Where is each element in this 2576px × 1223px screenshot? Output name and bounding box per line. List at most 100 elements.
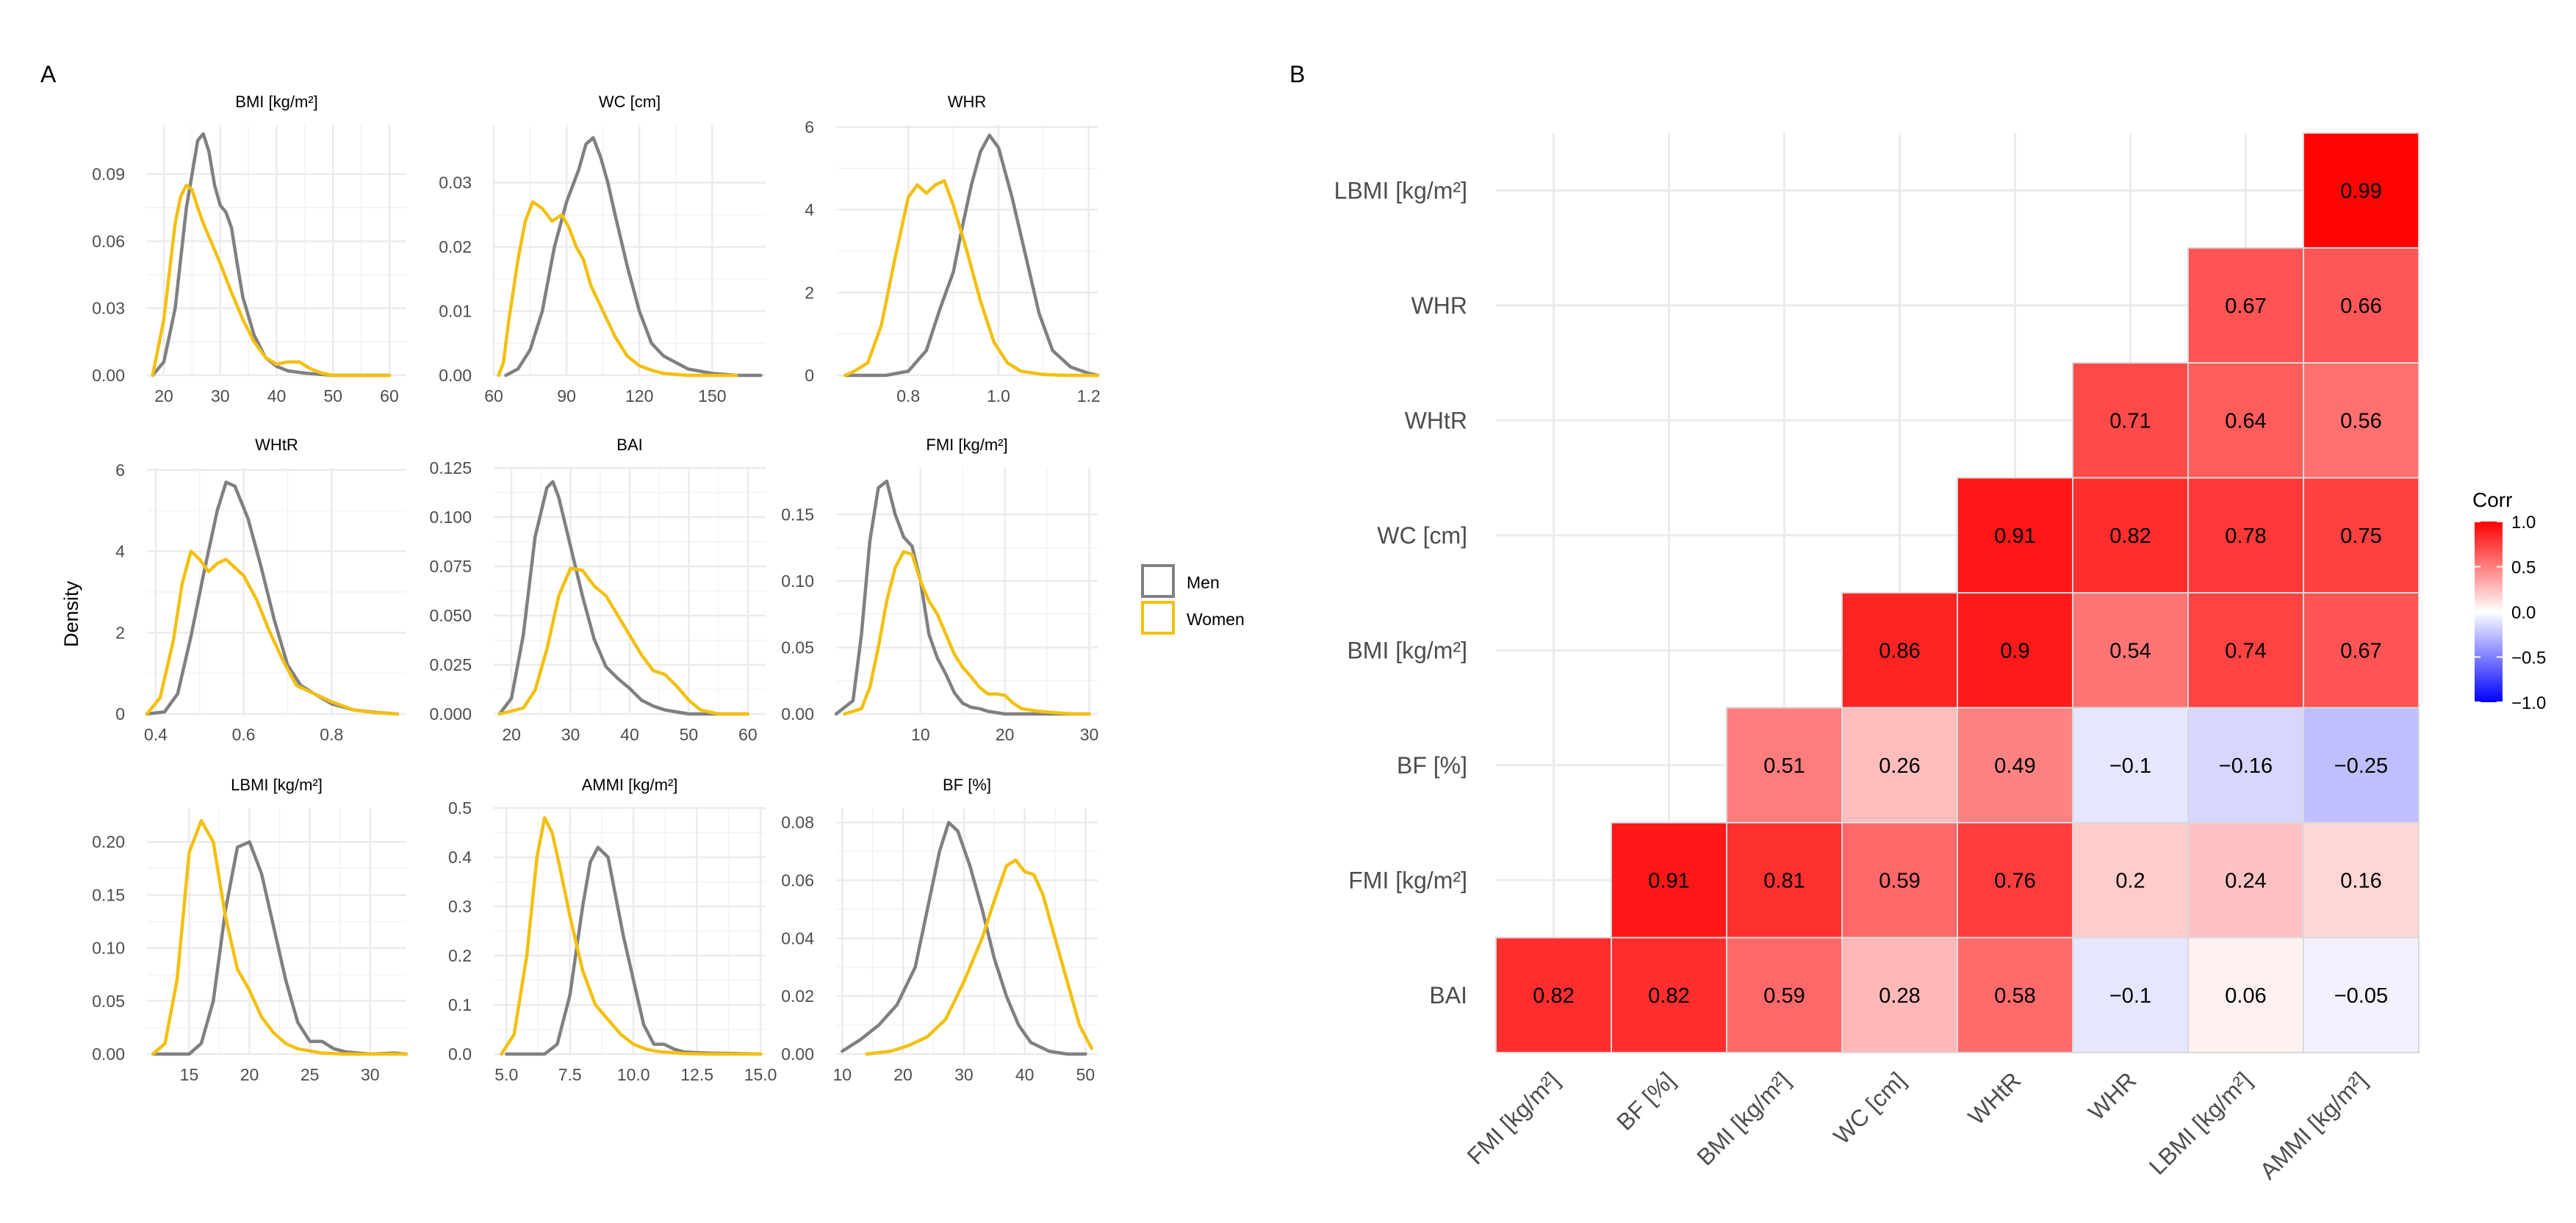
heatmap-cell-label: 0.81	[1763, 869, 1805, 892]
y-tick-label: 2	[805, 283, 814, 302]
heatmap-cell-label: 0.66	[2340, 295, 2381, 318]
density-panel-bmi-kg-m: 20 30 40 50 60 0.00 0.03 0.06 0.09 BMI [kg/m²]	[92, 93, 406, 405]
series-line-men	[151, 840, 409, 1056]
legend-women-label: Women	[1187, 610, 1245, 629]
heatmap-cell-label: 0.67	[2340, 639, 2381, 663]
series-line-men	[834, 479, 1091, 716]
heatmap-cell	[2072, 592, 2189, 709]
heatmap-cell	[2303, 477, 2420, 594]
heatmap-cell	[2303, 132, 2420, 249]
heatmap-cell-label: 0.86	[1879, 639, 1920, 663]
x-tick-label: 15.0	[744, 1065, 777, 1084]
x-tick-label: 60	[484, 386, 503, 405]
heatmap-cell-label: 0.75	[2340, 524, 2381, 548]
x-tick-label: 50	[323, 386, 342, 405]
heatmap-cell	[1495, 937, 1612, 1053]
x-tick-label: 50	[1076, 1065, 1095, 1084]
heatmap-column-label: WHtR	[1963, 1067, 2026, 1130]
y-tick-label: 0.00	[781, 704, 814, 724]
x-tick-label: 40	[620, 725, 639, 744]
heatmap-cell	[1726, 822, 1843, 939]
heatmap-cell-label: 0.74	[2225, 639, 2266, 663]
panel-label-b: B	[1289, 61, 1305, 87]
y-tick-label: 0.03	[439, 173, 472, 192]
y-tick-label: 0.01	[439, 302, 472, 321]
correlation-heatmap: 0.99 0.67 0.66 0.71 0.64 0.56 0.91 0.82 0.78 0.75…	[1334, 132, 2420, 1184]
heatmap-cell	[1957, 592, 2073, 709]
heatmap-row-label: BMI [kg/m²]	[1347, 637, 1467, 663]
density-panel-title: FMI [kg/m²]	[926, 436, 1007, 454]
x-tick-label: 120	[625, 386, 653, 405]
heatmap-cell-label: 0.91	[1994, 524, 2035, 548]
y-tick-label: 0.075	[429, 557, 472, 576]
heatmap-cell-label: 0.59	[1879, 869, 1920, 892]
heatmap-cell-label: −0.05	[2334, 984, 2388, 1008]
heatmap-row-label: WHtR	[1405, 407, 1467, 433]
colorbar-tick-label: 0.0	[2511, 603, 2536, 623]
heatmap-column-label: WC [cm]	[1828, 1067, 1910, 1149]
heatmap-cell-label: 0.64	[2225, 409, 2266, 433]
x-tick-label: 0.4	[144, 725, 168, 744]
series-line-women	[497, 566, 750, 716]
heatmap-column-label: AMMI [kg/m²]	[2254, 1067, 2372, 1184]
heatmap-row-label: BAI	[1429, 982, 1467, 1009]
heatmap-cell	[2072, 937, 2189, 1053]
density-panel-wc-cm: 60 90 120 150 0.00 0.01 0.02 0.03 WC [cm]	[439, 93, 766, 405]
x-tick-label: 0.8	[320, 725, 343, 744]
series-line-men	[841, 820, 1087, 1056]
y-tick-label: 0	[115, 704, 125, 724]
corr-legend-title: Corr	[2472, 488, 2512, 511]
heatmap-cell-label: 0.59	[1763, 984, 1805, 1008]
heatmap-cell-label: −0.25	[2334, 754, 2388, 778]
y-tick-label: 0.4	[448, 848, 472, 867]
y-tick-label: 0.04	[781, 928, 814, 948]
y-tick-label: 0	[805, 366, 814, 385]
heatmap-cell-label: 0.54	[2109, 639, 2151, 663]
y-tick-label: 0.00	[439, 366, 472, 385]
heatmap-cell	[2072, 707, 2189, 823]
heatmap-cell	[2072, 477, 2189, 594]
density-panel-title: WHR	[948, 93, 987, 111]
series-line-women	[843, 178, 1100, 378]
y-tick-label: 0.02	[439, 237, 472, 256]
heatmap-cell	[1841, 707, 1958, 823]
x-tick-label: 0.6	[232, 725, 256, 744]
density-panel-title: BF [%]	[943, 776, 991, 794]
density-panel-title: LBMI [kg/m²]	[231, 776, 323, 794]
density-panel-bai: 20 30 40 50 60 0.000 0.025 0.050 0.075 0.100 0.125…	[429, 436, 766, 744]
heatmap-cell	[1726, 707, 1843, 823]
series-line-women	[865, 858, 1093, 1056]
x-tick-label: 7.5	[558, 1065, 582, 1084]
x-tick-label: 30	[1080, 725, 1099, 744]
x-tick-label: 50	[680, 725, 699, 744]
heatmap-cell	[2303, 937, 2420, 1053]
heatmap-cell-label: 0.58	[1994, 984, 2035, 1008]
heatmap-cell	[2303, 707, 2420, 823]
heatmap-cell-label: −0.16	[2219, 754, 2273, 778]
heatmap-column-label: WHR	[2083, 1067, 2141, 1125]
colorbar-tick-label: 1.0	[2511, 513, 2536, 533]
heatmap-cell	[2303, 247, 2420, 364]
heatmap-cell	[1957, 477, 2073, 594]
series-line-men	[504, 136, 763, 378]
heatmap-cell-label: 0.67	[2225, 295, 2266, 318]
y-tick-label: 0.050	[429, 606, 472, 625]
y-tick-label: 0.00	[781, 1045, 814, 1064]
density-panel-title: BAI	[616, 436, 642, 454]
y-tick-label: 0.06	[92, 231, 125, 250]
heatmap-row-label: WC [cm]	[1377, 522, 1467, 549]
colorbar-tick-label: 0.5	[2511, 558, 2536, 578]
y-tick-label: 0.05	[92, 992, 125, 1011]
x-tick-label: 1.0	[987, 386, 1010, 405]
y-tick-label: 6	[805, 118, 814, 137]
heatmap-cell	[2303, 362, 2420, 479]
heatmap-cell	[2303, 822, 2420, 939]
heatmap-cell	[2072, 822, 2189, 939]
legend-men-key	[1141, 564, 1175, 598]
sex-legend: Men Women	[1141, 564, 1245, 635]
panel-label-a: A	[40, 61, 57, 87]
heatmap-column-label: FMI [kg/m²]	[1462, 1067, 1565, 1169]
y-tick-label: 0.1	[448, 995, 472, 1014]
density-panel-ammi-kg-m: 5.0 7.5 10.0 12.5 15.0 0.0 0.1 0.2 0.3 0.4 0.5 AMMI…	[448, 776, 777, 1084]
